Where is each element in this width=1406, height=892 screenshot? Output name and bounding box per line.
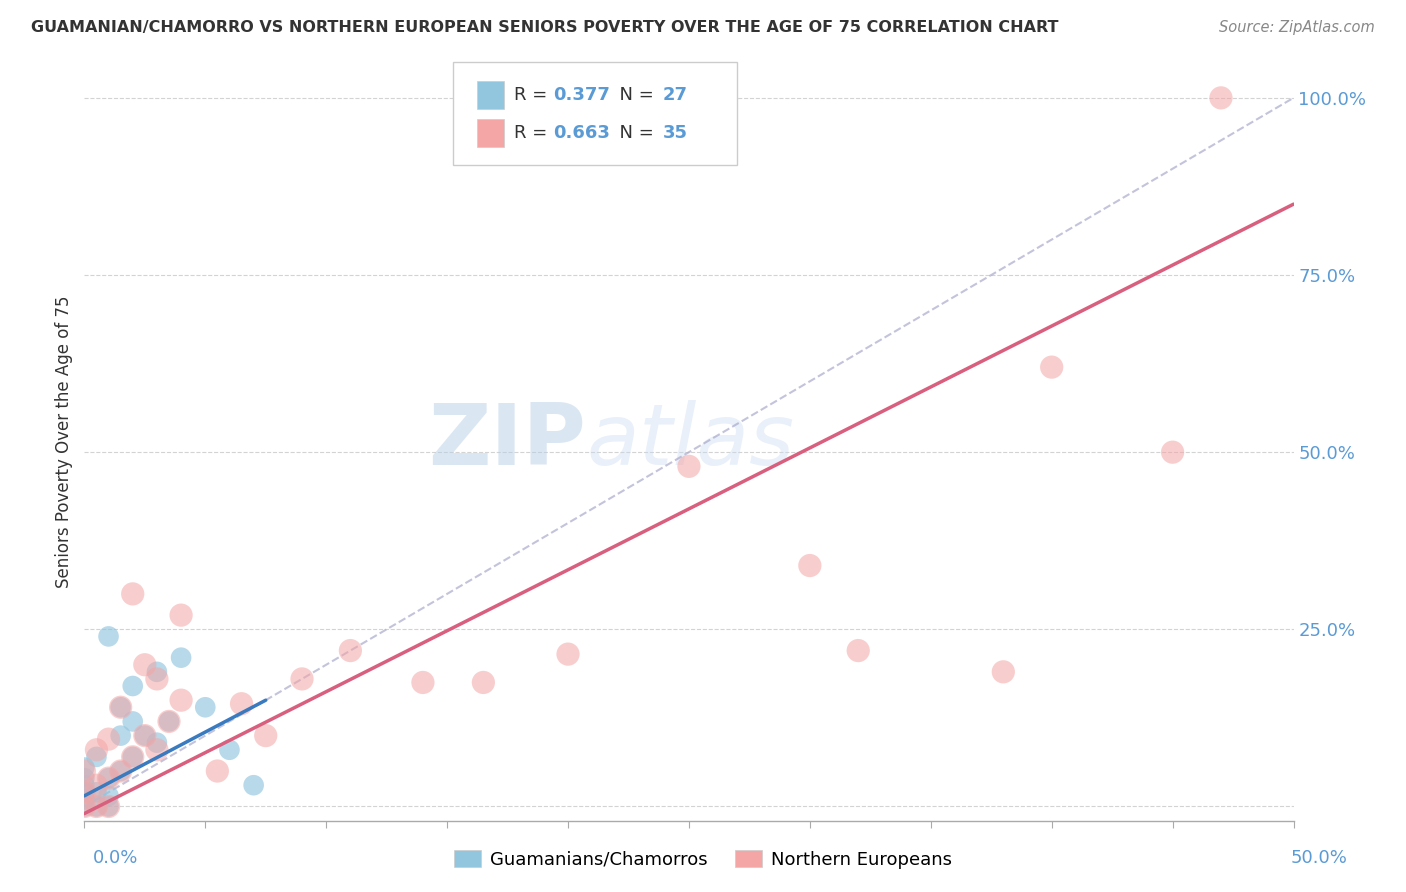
Point <box>86 778 108 792</box>
Point <box>73 799 96 814</box>
Point <box>799 558 821 573</box>
Point <box>231 697 253 711</box>
FancyBboxPatch shape <box>478 80 503 110</box>
Point <box>73 771 96 785</box>
Point <box>557 647 579 661</box>
Text: 0.0%: 0.0% <box>93 849 138 867</box>
Text: R =: R = <box>513 124 553 142</box>
Point <box>254 729 277 743</box>
FancyBboxPatch shape <box>478 119 503 147</box>
Point <box>73 785 96 799</box>
Point <box>291 672 314 686</box>
Point <box>339 643 361 657</box>
Point <box>846 643 869 657</box>
Point <box>170 608 193 623</box>
Point <box>97 799 120 814</box>
Point <box>134 729 156 743</box>
Point <box>121 750 143 764</box>
Point <box>242 778 264 792</box>
Point <box>110 764 132 778</box>
Legend: Guamanians/Chamorros, Northern Europeans: Guamanians/Chamorros, Northern Europeans <box>447 843 959 876</box>
Point <box>86 785 108 799</box>
Point <box>73 792 96 806</box>
Text: 27: 27 <box>662 86 688 104</box>
Point <box>73 778 96 792</box>
Point <box>412 675 434 690</box>
Point <box>170 650 193 665</box>
Text: GUAMANIAN/CHAMORRO VS NORTHERN EUROPEAN SENIORS POVERTY OVER THE AGE OF 75 CORRE: GUAMANIAN/CHAMORRO VS NORTHERN EUROPEAN … <box>31 20 1059 35</box>
Point <box>110 729 132 743</box>
Point <box>218 743 240 757</box>
Point <box>121 587 143 601</box>
Point <box>678 459 700 474</box>
Point <box>121 714 143 729</box>
Point <box>73 799 96 814</box>
Point <box>472 675 495 690</box>
Point <box>86 743 108 757</box>
Point <box>86 750 108 764</box>
Point <box>157 714 180 729</box>
Point <box>73 764 96 778</box>
Point <box>110 700 132 714</box>
Point <box>146 665 169 679</box>
Y-axis label: Seniors Poverty Over the Age of 75: Seniors Poverty Over the Age of 75 <box>55 295 73 588</box>
Point <box>110 700 132 714</box>
Point <box>993 665 1015 679</box>
Point <box>157 714 180 729</box>
Text: 0.377: 0.377 <box>554 86 610 104</box>
Point <box>121 679 143 693</box>
Point <box>1161 445 1184 459</box>
Point <box>97 771 120 785</box>
Point <box>146 736 169 750</box>
Text: R =: R = <box>513 86 553 104</box>
Point <box>194 700 217 714</box>
Text: atlas: atlas <box>586 400 794 483</box>
Point <box>146 743 169 757</box>
Text: ZIP: ZIP <box>429 400 586 483</box>
Point <box>73 760 96 774</box>
Point <box>1040 360 1063 375</box>
Point <box>97 799 120 814</box>
Text: N =: N = <box>607 86 659 104</box>
Point <box>170 693 193 707</box>
Point <box>110 764 132 778</box>
Point <box>73 785 96 799</box>
Point <box>207 764 229 778</box>
Text: 35: 35 <box>662 124 688 142</box>
Point <box>97 771 120 785</box>
FancyBboxPatch shape <box>453 62 737 165</box>
Point <box>121 750 143 764</box>
Point <box>97 789 120 803</box>
Text: N =: N = <box>607 124 659 142</box>
Point <box>146 672 169 686</box>
Point <box>1209 91 1232 105</box>
Point <box>97 629 120 643</box>
Text: 50.0%: 50.0% <box>1291 849 1347 867</box>
Point <box>86 799 108 814</box>
Text: 0.663: 0.663 <box>554 124 610 142</box>
Point <box>134 657 156 672</box>
Point <box>134 729 156 743</box>
Point <box>97 732 120 747</box>
Point <box>86 799 108 814</box>
Text: Source: ZipAtlas.com: Source: ZipAtlas.com <box>1219 20 1375 35</box>
